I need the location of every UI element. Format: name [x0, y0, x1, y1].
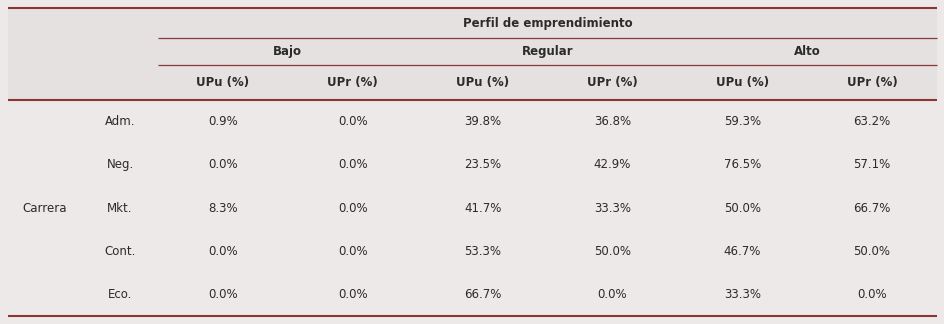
Text: Regular: Regular [521, 45, 573, 58]
Text: 0.0%: 0.0% [208, 288, 238, 301]
Text: 0.0%: 0.0% [856, 288, 886, 301]
Text: 76.5%: 76.5% [723, 158, 760, 171]
Text: 63.2%: 63.2% [852, 115, 890, 128]
Text: 0.0%: 0.0% [338, 115, 367, 128]
Text: Alto: Alto [793, 45, 819, 58]
Text: UPu (%): UPu (%) [715, 76, 768, 89]
Text: 0.0%: 0.0% [208, 245, 238, 258]
Text: 42.9%: 42.9% [593, 158, 631, 171]
Text: UPr (%): UPr (%) [327, 76, 378, 89]
Text: Carrera: Carrera [23, 202, 67, 214]
Text: 50.0%: 50.0% [723, 202, 760, 214]
Text: Eco.: Eco. [108, 288, 132, 301]
Text: Neg.: Neg. [107, 158, 133, 171]
Text: 59.3%: 59.3% [723, 115, 760, 128]
Text: 0.0%: 0.0% [208, 158, 238, 171]
Text: Bajo: Bajo [273, 45, 302, 58]
Text: 0.0%: 0.0% [338, 245, 367, 258]
Text: 0.0%: 0.0% [338, 288, 367, 301]
Text: Cont.: Cont. [104, 245, 136, 258]
Text: 0.9%: 0.9% [208, 115, 238, 128]
Text: 66.7%: 66.7% [852, 202, 890, 214]
Text: 50.0%: 50.0% [593, 245, 631, 258]
Text: 23.5%: 23.5% [464, 158, 500, 171]
Text: 57.1%: 57.1% [852, 158, 890, 171]
Text: 33.3%: 33.3% [723, 288, 760, 301]
Text: 66.7%: 66.7% [464, 288, 500, 301]
Text: 0.0%: 0.0% [338, 158, 367, 171]
Text: Perfil de emprendimiento: Perfil de emprendimiento [463, 17, 632, 29]
Text: 33.3%: 33.3% [593, 202, 631, 214]
Text: 50.0%: 50.0% [852, 245, 889, 258]
Text: 0.0%: 0.0% [338, 202, 367, 214]
Text: UPr (%): UPr (%) [586, 76, 637, 89]
Text: UPu (%): UPu (%) [456, 76, 509, 89]
Text: UPu (%): UPu (%) [196, 76, 249, 89]
Text: 8.3%: 8.3% [208, 202, 238, 214]
Text: Mkt.: Mkt. [107, 202, 132, 214]
Text: 39.8%: 39.8% [464, 115, 500, 128]
Text: 41.7%: 41.7% [464, 202, 500, 214]
Text: 36.8%: 36.8% [593, 115, 631, 128]
Bar [8, 8, 936, 100]
Text: 0.0%: 0.0% [597, 288, 627, 301]
Text: UPr (%): UPr (%) [846, 76, 897, 89]
Text: Adm.: Adm. [105, 115, 135, 128]
Text: 53.3%: 53.3% [464, 245, 500, 258]
Bar [8, 100, 936, 316]
Text: 46.7%: 46.7% [723, 245, 760, 258]
